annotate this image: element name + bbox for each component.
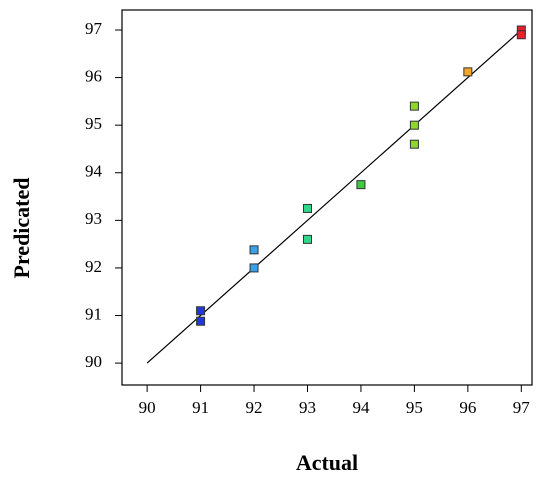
point bbox=[463, 67, 473, 77]
y-tick-label: 97 bbox=[85, 19, 103, 38]
y-tick-label: 94 bbox=[85, 162, 103, 181]
x-tick-label: 95 bbox=[406, 398, 423, 417]
point bbox=[409, 120, 419, 130]
plot-frame bbox=[121, 9, 533, 386]
y-tick-label: 92 bbox=[85, 257, 102, 276]
x-axis-label: Actual bbox=[296, 450, 358, 475]
x-tick-label: 97 bbox=[513, 398, 531, 417]
y-tick-label: 96 bbox=[85, 66, 102, 85]
point bbox=[409, 101, 419, 111]
point bbox=[356, 180, 366, 190]
point bbox=[249, 263, 259, 273]
point bbox=[302, 234, 312, 244]
x-tick-label: 90 bbox=[139, 398, 156, 417]
x-tick-label: 92 bbox=[246, 398, 263, 417]
x-tick-label: 96 bbox=[459, 398, 476, 417]
point bbox=[196, 306, 206, 316]
point bbox=[196, 316, 206, 326]
y-axis-label: Predicated bbox=[9, 177, 34, 278]
x-tick-label: 94 bbox=[352, 398, 370, 417]
x-tick-label: 93 bbox=[299, 398, 316, 417]
y-tick-label: 91 bbox=[85, 304, 102, 323]
point bbox=[516, 30, 526, 40]
y-tick-label: 90 bbox=[85, 352, 102, 371]
point bbox=[302, 203, 312, 213]
point bbox=[249, 245, 259, 255]
point bbox=[409, 139, 419, 149]
reference-line bbox=[146, 29, 522, 364]
y-tick-label: 95 bbox=[85, 114, 102, 133]
y-tick-label: 93 bbox=[85, 209, 102, 228]
x-tick-label: 91 bbox=[192, 398, 209, 417]
